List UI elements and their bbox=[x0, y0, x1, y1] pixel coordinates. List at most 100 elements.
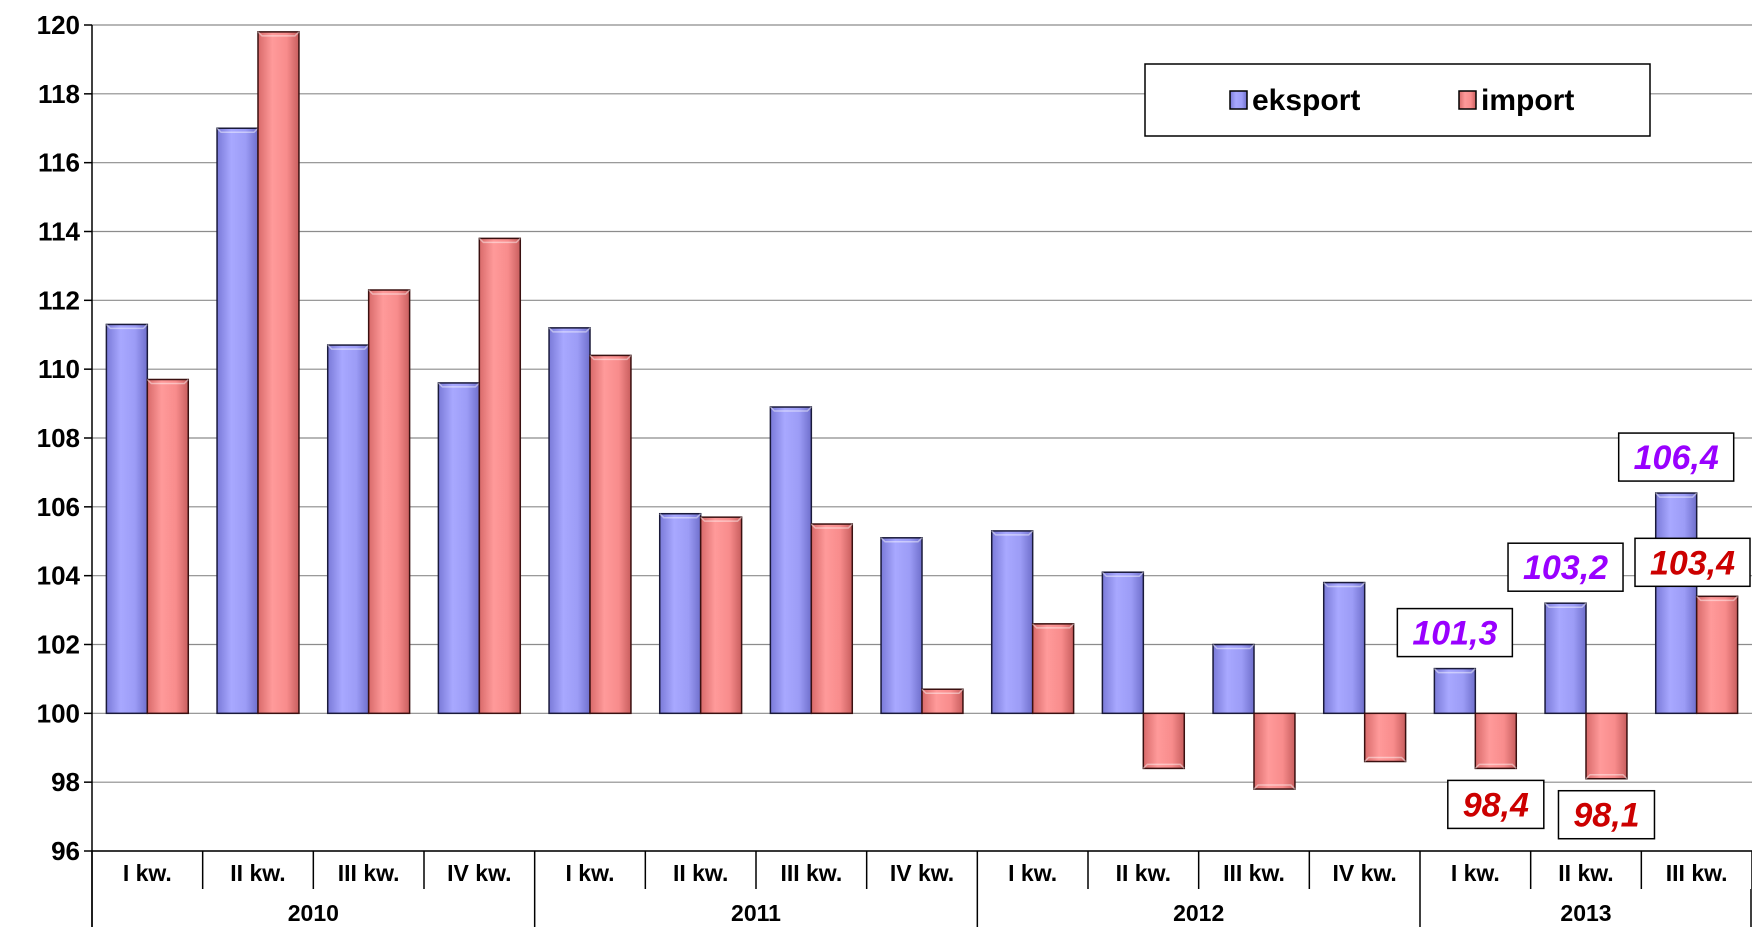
legend-box bbox=[1144, 63, 1651, 137]
bar-import-1-body bbox=[257, 31, 300, 715]
bar-eksport-1 bbox=[216, 127, 259, 715]
bar-import-5-bevel bbox=[700, 516, 743, 522]
data-label-eksport-13: 103,2 bbox=[1507, 542, 1624, 592]
bar-eksport-9-bevel bbox=[1101, 571, 1144, 577]
bar-eksport-5-bevel bbox=[659, 513, 702, 519]
y-tick-label-114: 114 bbox=[38, 217, 80, 247]
legend-label-import: import bbox=[1481, 84, 1574, 117]
bar-import-5-body bbox=[699, 516, 743, 715]
x-category-label-4: I kw. bbox=[566, 860, 615, 886]
bar-eksport-1-bevel bbox=[216, 127, 259, 133]
y-axis: 96 98 100 102 104 106 108 110 112 114 116 118 120 bbox=[37, 10, 93, 927]
bar-eksport-8-bevel bbox=[991, 530, 1034, 536]
data-label-import-12: 98,4 bbox=[1447, 779, 1545, 830]
bars bbox=[105, 31, 1739, 790]
bar-eksport-4 bbox=[548, 327, 591, 715]
data-label-text: 106,4 bbox=[1634, 439, 1719, 477]
legend: eksport import bbox=[1144, 63, 1651, 137]
bar-eksport-2-bevel bbox=[327, 344, 370, 350]
bar-import-9-body bbox=[1142, 712, 1186, 770]
bar-eksport-5 bbox=[658, 512, 702, 715]
data-label-text: 98,4 bbox=[1463, 786, 1529, 824]
bar-eksport-9-body bbox=[1101, 571, 1145, 715]
bar-import-7-body bbox=[921, 688, 964, 715]
legend-swatch-import bbox=[1458, 90, 1477, 110]
x-group-label-2012: 2012 bbox=[1173, 900, 1224, 926]
y-tick-label-98: 98 bbox=[51, 767, 80, 797]
data-label-eksport-14: 106,4 bbox=[1617, 432, 1735, 482]
bar-eksport-2 bbox=[326, 344, 370, 715]
x-group-label-2013: 2013 bbox=[1560, 900, 1611, 926]
y-tick-label-116: 116 bbox=[38, 148, 80, 178]
x-category-label-13: II kw. bbox=[1558, 860, 1613, 886]
y-tick-label-110: 110 bbox=[38, 354, 80, 384]
bar-eksport-10 bbox=[1212, 643, 1255, 715]
y-tick-label-104: 104 bbox=[37, 561, 81, 591]
data-label-box bbox=[1557, 789, 1656, 840]
bar-eksport-5-body bbox=[658, 512, 702, 715]
data-label-box bbox=[1634, 537, 1751, 588]
y-tick-label-96: 96 bbox=[51, 836, 80, 866]
data-labels: 101,3 103,2 106,4 98,4 98,1 103,4 bbox=[1396, 432, 1751, 840]
x-category-label-1: II kw. bbox=[230, 860, 285, 886]
y-tick-label-118: 118 bbox=[38, 79, 80, 109]
y-tick-label-120: 120 bbox=[37, 10, 80, 40]
x-category-label-6: III kw. bbox=[780, 860, 842, 886]
data-label-box bbox=[1617, 432, 1735, 482]
data-label-import-14: 103,4 bbox=[1634, 537, 1751, 588]
bar-eksport-4-bevel bbox=[548, 327, 591, 333]
data-label-text: 101,3 bbox=[1412, 615, 1497, 653]
bar-import-1-bevel bbox=[257, 31, 300, 37]
bar-eksport-1-body bbox=[216, 127, 259, 715]
x-category-label-7: IV kw. bbox=[890, 860, 954, 886]
bar-eksport-0-body bbox=[105, 323, 149, 715]
data-label-text: 103,2 bbox=[1523, 549, 1608, 587]
bar-eksport-12 bbox=[1433, 667, 1477, 715]
bar-eksport-3-body bbox=[437, 382, 481, 715]
bar-eksport-9 bbox=[1101, 571, 1145, 715]
data-label-box bbox=[1396, 607, 1514, 658]
bar-import-6 bbox=[810, 523, 854, 715]
bar-eksport-3-bevel bbox=[437, 382, 480, 388]
bar-import-13-bevel bbox=[1585, 773, 1628, 780]
bar-import-3-body bbox=[478, 237, 522, 715]
bar-import-6-body bbox=[810, 523, 854, 715]
bar-import-10-body bbox=[1253, 712, 1296, 790]
legend-label-eksport: eksport bbox=[1252, 84, 1360, 117]
bar-eksport-0 bbox=[105, 323, 149, 715]
bar-import-4-body bbox=[589, 354, 632, 715]
bar-eksport-8-body bbox=[990, 530, 1034, 715]
x-category-label-14: III kw. bbox=[1666, 860, 1728, 886]
x-category-label-10: III kw. bbox=[1223, 860, 1285, 886]
bar-import-10-bevel bbox=[1253, 784, 1296, 790]
bar-import-12 bbox=[1474, 712, 1518, 770]
bar-eksport-8 bbox=[990, 530, 1034, 715]
x-category-label-12: I kw. bbox=[1451, 860, 1500, 886]
bar-import-3-bevel bbox=[478, 237, 521, 244]
bar-import-4-bevel bbox=[589, 354, 632, 361]
bar-import-4 bbox=[589, 354, 632, 715]
x-category-label-2: III kw. bbox=[338, 860, 400, 886]
bar-import-10 bbox=[1253, 712, 1296, 790]
bar-import-0 bbox=[146, 378, 190, 715]
bar-import-8 bbox=[1031, 623, 1075, 715]
bar-eksport-11-bevel bbox=[1323, 582, 1366, 588]
bar-import-9-bevel bbox=[1142, 763, 1185, 769]
bar-eksport-7-bevel bbox=[880, 537, 923, 543]
bar-eksport-4-body bbox=[548, 327, 591, 715]
bar-import-11-bevel bbox=[1364, 756, 1407, 763]
bar-import-13-body bbox=[1585, 712, 1628, 780]
x-category-label-5: II kw. bbox=[673, 860, 728, 886]
x-group-label-2011: 2011 bbox=[731, 900, 781, 926]
bar-eksport-11 bbox=[1322, 581, 1366, 715]
bar-import-1 bbox=[257, 31, 300, 715]
y-tick-label-108: 108 bbox=[37, 423, 80, 453]
x-axis: I kw. II kw. III kw. IV kw. I kw. II kw. III k… bbox=[91, 850, 1752, 927]
bar-eksport-10-body bbox=[1212, 643, 1255, 715]
bar-eksport-6-body bbox=[769, 406, 813, 715]
bar-import-12-body bbox=[1474, 712, 1518, 770]
x-category-label-9: II kw. bbox=[1116, 860, 1171, 886]
bar-eksport-2-body bbox=[326, 344, 370, 715]
y-tick-label-100: 100 bbox=[37, 698, 80, 728]
bar-eksport-0-bevel bbox=[105, 323, 148, 330]
